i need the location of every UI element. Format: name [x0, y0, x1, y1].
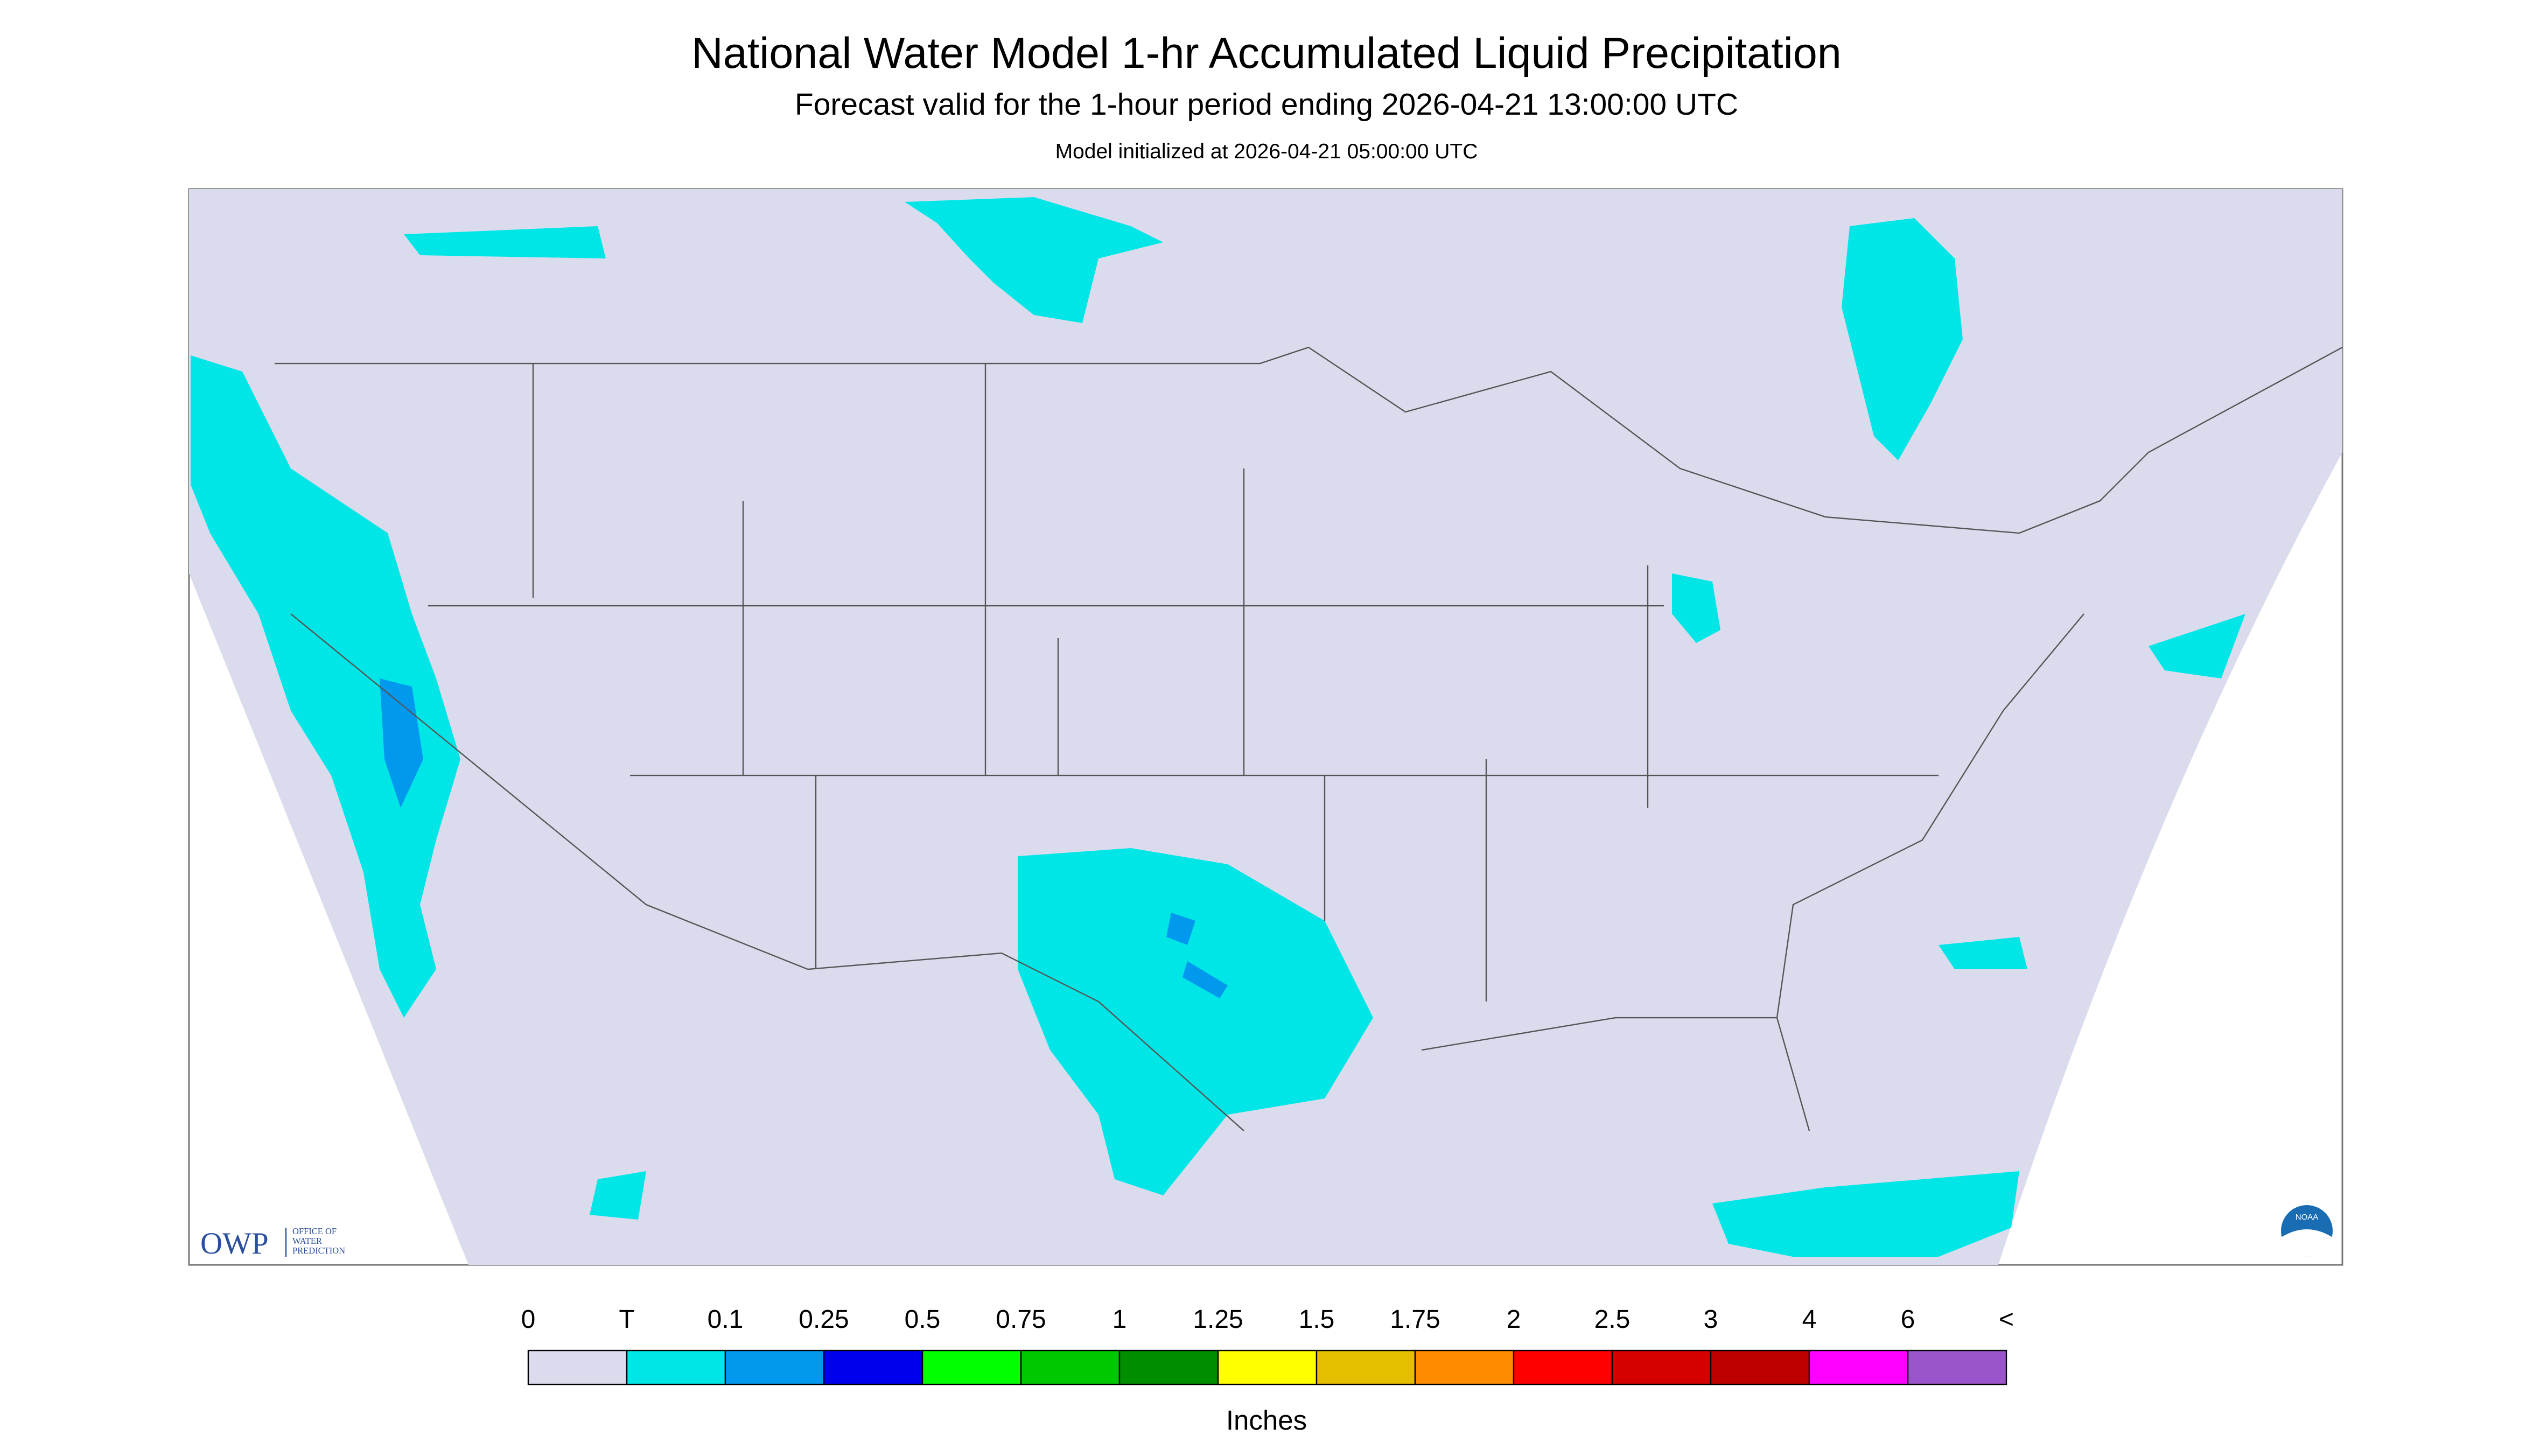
- owp-office-text: PREDICTION: [292, 1245, 345, 1256]
- legend-swatch: [1808, 1349, 1909, 1385]
- precip-texas-heavy: [1166, 913, 1228, 999]
- legend-label: <: [1999, 1305, 2014, 1334]
- precip-north: [905, 197, 1163, 324]
- owp-office-text: OFFICE OF: [292, 1226, 337, 1236]
- legend-label: 3: [1704, 1305, 1718, 1334]
- legend-label: 1.75: [1390, 1305, 1440, 1334]
- legend-label: 1.25: [1193, 1305, 1243, 1334]
- legend-swatch: [921, 1349, 1022, 1385]
- legend-swatch: [1118, 1349, 1219, 1385]
- precip-texas: [1018, 848, 1373, 1196]
- legend-label: 0.1: [708, 1305, 744, 1334]
- legend-label: 4: [1802, 1305, 1817, 1334]
- precip-west: [191, 355, 460, 1018]
- legend-swatch: [1020, 1349, 1121, 1385]
- legend-label: 2: [1507, 1305, 1521, 1334]
- noaa-logo: NOAA: [2281, 1205, 2333, 1257]
- title: National Water Model 1-hr Accumulated Li…: [691, 29, 1842, 78]
- legend-label: 2.5: [1594, 1305, 1631, 1334]
- precip: [191, 197, 2245, 1257]
- owp-text: OWP: [200, 1227, 269, 1261]
- legend-swatch: [724, 1349, 825, 1385]
- legend-label: 0.25: [799, 1305, 849, 1334]
- coast-east: [1776, 613, 2084, 1018]
- legend: 0 T 0.1 0.25 0.5 0.75 1 1.25 1.5 1.75 2 2.5 3 4 6 <: [521, 1305, 2014, 1385]
- legend-label: 0.75: [996, 1305, 1046, 1334]
- legend-swatch: [823, 1349, 923, 1385]
- legend-unit: Inches: [1226, 1405, 1307, 1436]
- domain-area: [189, 189, 2342, 1265]
- precip-west-heavy: [380, 678, 423, 808]
- owp-office-text: WATER: [292, 1236, 322, 1246]
- border-canada: [275, 346, 2343, 534]
- legend-swatch: [1710, 1349, 1810, 1385]
- legend-swatch: [527, 1349, 628, 1385]
- legend-label: T: [619, 1305, 634, 1334]
- subtitle: Forecast valid for the 1-hour period end…: [795, 87, 1738, 122]
- legend-swatch: [1316, 1349, 1416, 1385]
- legend-swatch: [1513, 1349, 1613, 1385]
- legend-label: 0.5: [905, 1305, 941, 1334]
- legend-label: 0: [521, 1305, 536, 1334]
- boundaries: [275, 346, 2343, 1131]
- legend-swatch: [626, 1349, 726, 1385]
- precip-michigan: [1672, 573, 1720, 643]
- state-lines: [290, 363, 1939, 1131]
- legend-label: 6: [1901, 1305, 1915, 1334]
- legend-swatch: [1414, 1349, 1515, 1385]
- legend-swatch: [1611, 1349, 1712, 1385]
- init-time: Model initialized at 2026-04-21 05:00:00…: [1055, 140, 1478, 163]
- legend-swatch: [1217, 1349, 1318, 1385]
- precip-caribbean: [1712, 1171, 2019, 1257]
- legend-swatch: [1907, 1349, 2007, 1385]
- noaa-text: NOAA: [2296, 1213, 2319, 1222]
- legend-label: 1: [1112, 1305, 1127, 1334]
- legend-label: 1.5: [1299, 1305, 1335, 1334]
